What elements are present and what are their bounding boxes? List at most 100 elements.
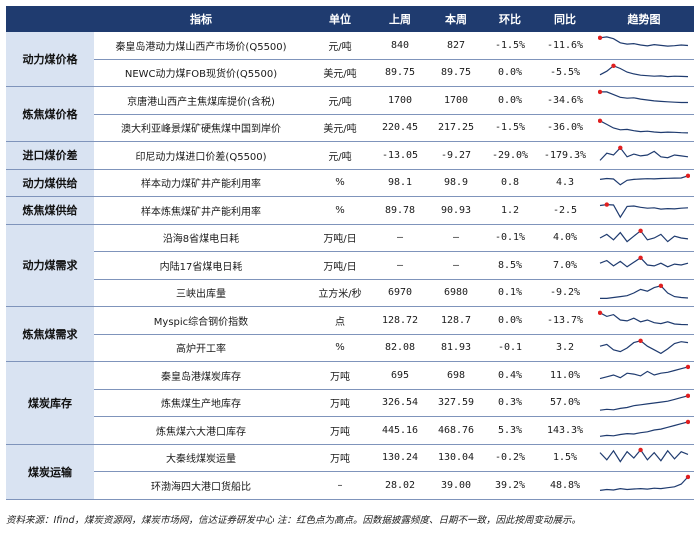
category-cell: 动力煤价格 — [6, 32, 94, 87]
trend-line — [599, 257, 689, 268]
table-row: NEWC动力煤FOB现货价(Q5500) 美元/吨 89.75 89.75 0.0% -5… — [6, 59, 694, 87]
last-week-cell: 840 — [372, 32, 428, 60]
indicator-name-cell: 印尼动力煤进口价差(Q5500) — [94, 141, 308, 170]
table-row: 炼焦煤六大港口库存 万吨 445.16 468.76 5.3% 143.3% — [6, 416, 694, 445]
header-trend: 趋势图 — [594, 6, 694, 32]
yoy-cell: 57.0% — [536, 389, 594, 417]
indicator-name-cell: 样本炼焦煤矿井产能利用率 — [94, 196, 308, 225]
trend-line — [599, 204, 689, 219]
unit-cell: 万吨/日 — [308, 251, 372, 280]
yoy-cell: 4.3 — [536, 169, 594, 197]
unit-cell: 万吨 — [308, 361, 372, 390]
wow-cell: 0.1% — [484, 279, 536, 307]
source-note: 资料来源：Ifind，煤炭资源网，煤炭市场网，信达证券研发中心 注：红色点为高点… — [6, 515, 582, 526]
wow-cell: 5.3% — [484, 416, 536, 445]
trend-cell — [594, 471, 694, 500]
header-category — [6, 6, 94, 32]
table-body: 动力煤价格 秦皇岛港动力煤山西产市场价(Q5500) 元/吨 840 827 -1.5% -… — [6, 32, 694, 500]
wow-cell: 0.0% — [484, 86, 536, 115]
indicator-name-cell: 澳大利亚峰景煤矿硬焦煤中国到岸价 — [94, 114, 308, 142]
trend-cell — [594, 279, 694, 307]
this-week-cell: 1700 — [428, 86, 484, 115]
this-week-cell: 81.93 — [428, 334, 484, 362]
header-indicator: 指标 — [94, 6, 308, 32]
wow-cell: -0.1 — [484, 334, 536, 362]
peak-dot — [638, 228, 643, 233]
wow-cell: -1.5% — [484, 114, 536, 142]
trend-line — [599, 120, 689, 134]
wow-cell: 1.2 — [484, 196, 536, 225]
trend-line — [599, 312, 689, 326]
last-week-cell: 89.75 — [372, 59, 428, 87]
trend-sparkline — [599, 228, 689, 243]
table-row: 炼焦煤供给 样本炼焦煤矿井产能利用率% 89.78 90.93 1.2 -2.5 — [6, 196, 694, 225]
category-cell: 动力煤供给 — [6, 169, 94, 197]
unit-cell: – — [308, 471, 372, 500]
peak-dot — [685, 393, 690, 398]
trend-sparkline — [598, 310, 689, 326]
this-week-cell: – — [428, 224, 484, 252]
indicator-name-cell: 秦皇岛港动力煤山西产市场价(Q5500) — [94, 32, 308, 60]
peak-dot — [598, 310, 603, 316]
table-row: 炼焦煤需求 Myspic综合钢价指数点 128.72 128.7 0.0% -13.7% — [6, 306, 694, 362]
category-cell: 炼焦煤需求 — [6, 306, 94, 362]
this-week-cell: 698 — [428, 361, 484, 390]
wow-cell: 0.3% — [484, 389, 536, 417]
this-week-cell: 128.7 — [428, 306, 484, 335]
indicator-name-cell: 三峡出库量 — [94, 279, 308, 307]
trend-cell — [594, 444, 694, 472]
last-week-cell: 28.02 — [372, 471, 428, 500]
yoy-cell: -9.2% — [536, 279, 594, 307]
trend-sparkline — [599, 474, 690, 492]
wow-cell: -29.0% — [484, 141, 536, 170]
indicator-name-cell: Myspic综合钢价指数 — [94, 306, 308, 335]
category-cell: 炼焦煤供给 — [6, 196, 94, 225]
trend-cell — [594, 389, 694, 417]
trend-sparkline — [598, 35, 689, 47]
unit-cell: 万吨 — [308, 444, 372, 472]
yoy-cell: -179.3% — [536, 141, 594, 170]
wow-cell: 0.4% — [484, 361, 536, 390]
trend-line — [599, 174, 689, 186]
trend-line — [599, 339, 689, 354]
this-week-cell: 90.93 — [428, 196, 484, 225]
last-week-cell: 1700 — [372, 86, 428, 115]
table-row: 动力煤供给 样本动力煤矿井产能利用率% 98.1 98.9 0.8 4.3 — [6, 169, 694, 197]
category-cell: 炼焦煤价格 — [6, 86, 94, 142]
trend-sparkline — [599, 63, 689, 77]
last-week-cell: 128.72 — [372, 306, 428, 335]
header-last-week: 上周 — [372, 6, 428, 32]
yoy-cell: 11.0% — [536, 361, 594, 390]
trend-sparkline — [599, 393, 690, 411]
this-week-cell: 827 — [428, 32, 484, 60]
table-row: 炼焦煤生产地库存 万吨 326.54 327.59 0.3% 57.0% — [6, 389, 694, 417]
table-row: 环渤海四大港口货船比 –28.02 39.00 39.2% 48.8% — [6, 471, 694, 500]
unit-cell: % — [308, 334, 372, 362]
table-row: 动力煤需求 沿海8省煤电日耗 万吨/日 – – -0.1% 4.0% — [6, 224, 694, 307]
peak-dot — [685, 474, 690, 480]
peak-dot — [658, 283, 664, 288]
last-week-cell: 82.08 — [372, 334, 428, 362]
unit-cell: 万吨/日 — [308, 224, 372, 252]
indicator-name-cell: 高炉开工率 — [94, 334, 308, 362]
unit-cell: 元/吨 — [308, 141, 372, 170]
peak-dot — [638, 447, 643, 452]
indicator-name-cell: NEWC动力煤FOB现货价(Q5500) — [94, 59, 308, 87]
yoy-cell: -5.5% — [536, 59, 594, 87]
trend-cell — [594, 334, 694, 362]
trend-cell — [594, 169, 694, 197]
trend-cell — [594, 196, 694, 225]
trend-cell — [594, 59, 694, 87]
yoy-cell: 143.3% — [536, 416, 594, 445]
indicator-name-cell: 京唐港山西产主焦煤库提价(含税) — [94, 86, 308, 115]
this-week-cell: 217.25 — [428, 114, 484, 142]
trend-line — [599, 229, 689, 243]
yoy-cell: 3.2 — [536, 334, 594, 362]
coal-indicator-table: 指标 单位 上周 本周 环比 同比 趋势图 动力煤价格 秦皇岛港动力煤山西产市场价… — [6, 6, 694, 500]
indicator-name-cell: 环渤海四大港口货船比 — [94, 471, 308, 500]
peak-dot — [685, 173, 690, 178]
indicator-name-cell: 秦皇岛港煤炭库存 — [94, 361, 308, 390]
this-week-cell: -9.27 — [428, 141, 484, 170]
peak-dot — [611, 63, 616, 68]
unit-cell: % — [308, 169, 372, 197]
